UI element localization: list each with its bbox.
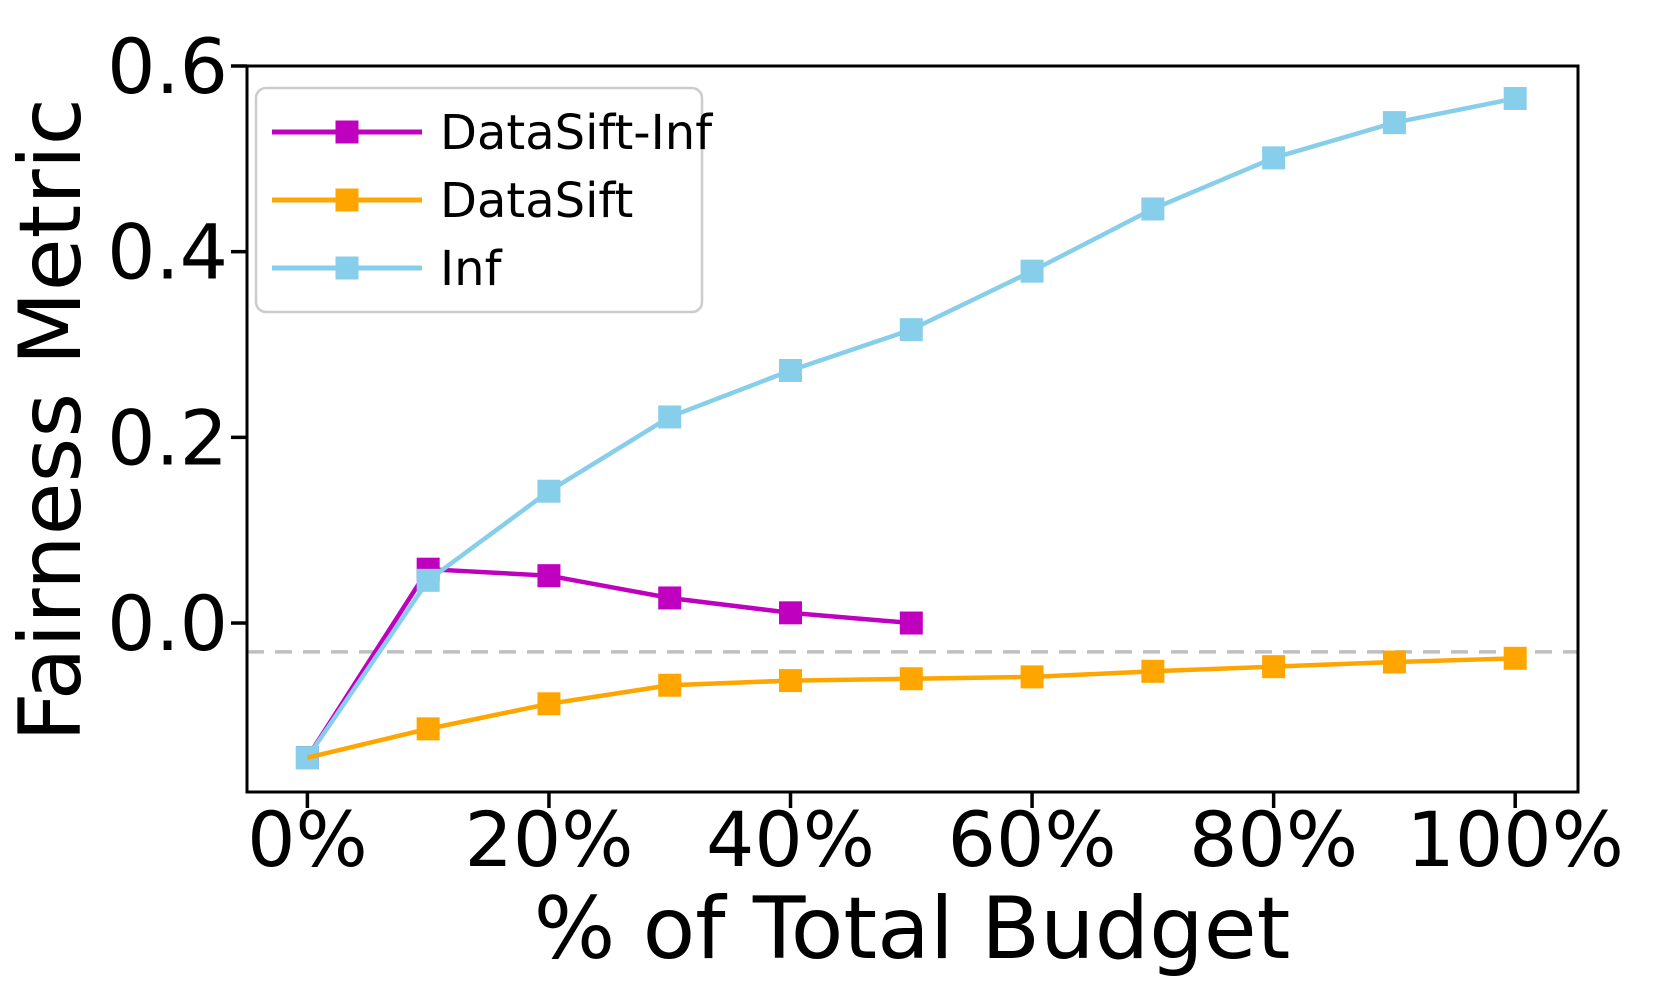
series-marker-Inf bbox=[1020, 259, 1044, 283]
y-tick-label: 0.4 bbox=[107, 208, 228, 297]
legend-label: DataSift-Inf bbox=[440, 105, 713, 161]
series-marker-DataSift-Inf bbox=[537, 564, 561, 588]
series-marker-DataSift bbox=[1262, 655, 1286, 679]
legend-label: Inf bbox=[440, 241, 503, 297]
y-axis-label: Fairness Metric bbox=[1, 98, 101, 742]
legend-sample-marker bbox=[335, 188, 359, 212]
legend-box bbox=[254, 86, 704, 314]
series-marker-DataSift bbox=[1503, 646, 1527, 670]
series-marker-DataSift bbox=[658, 673, 682, 697]
series-marker-DataSift-Inf bbox=[899, 611, 923, 635]
legend-label: DataSift bbox=[440, 173, 633, 229]
series-marker-DataSift bbox=[1020, 665, 1044, 689]
legend-sample-marker bbox=[335, 256, 359, 280]
series-marker-Inf bbox=[1503, 86, 1527, 110]
x-tick-label: 80% bbox=[1189, 795, 1358, 884]
series-marker-Inf bbox=[658, 405, 682, 429]
x-tick-label: 100% bbox=[1407, 795, 1624, 884]
series-marker-Inf bbox=[899, 318, 923, 342]
x-axis-label: % of Total Budget bbox=[534, 879, 1291, 979]
series-marker-Inf bbox=[416, 568, 440, 592]
x-tick-label: 60% bbox=[948, 795, 1117, 884]
series-marker-Inf bbox=[1141, 197, 1165, 221]
series-marker-DataSift-Inf bbox=[779, 601, 803, 625]
series-marker-Inf bbox=[537, 479, 561, 503]
series-marker-Inf bbox=[1262, 146, 1286, 170]
series-marker-DataSift bbox=[899, 667, 923, 691]
legend-sample-marker bbox=[335, 120, 359, 144]
series-marker-Inf bbox=[779, 359, 803, 383]
series-marker-DataSift bbox=[1382, 650, 1406, 674]
series-marker-DataSift bbox=[537, 692, 561, 716]
y-tick-label: 0.0 bbox=[107, 579, 228, 668]
series-marker-DataSift bbox=[1141, 659, 1165, 683]
series-marker-DataSift bbox=[416, 717, 440, 741]
x-tick-label: 20% bbox=[464, 795, 633, 884]
y-tick-label: 0.2 bbox=[107, 393, 228, 482]
series-line-DataSift-Inf bbox=[305, 566, 912, 759]
x-tick-label: 0% bbox=[247, 795, 368, 884]
series-marker-DataSift bbox=[779, 669, 803, 693]
series-marker-DataSift-Inf bbox=[658, 586, 682, 610]
series-marker-Inf bbox=[1382, 111, 1406, 135]
y-tick-label: 0.6 bbox=[107, 22, 228, 111]
x-tick-label: 40% bbox=[706, 795, 875, 884]
plot-border bbox=[245, 64, 1580, 794]
